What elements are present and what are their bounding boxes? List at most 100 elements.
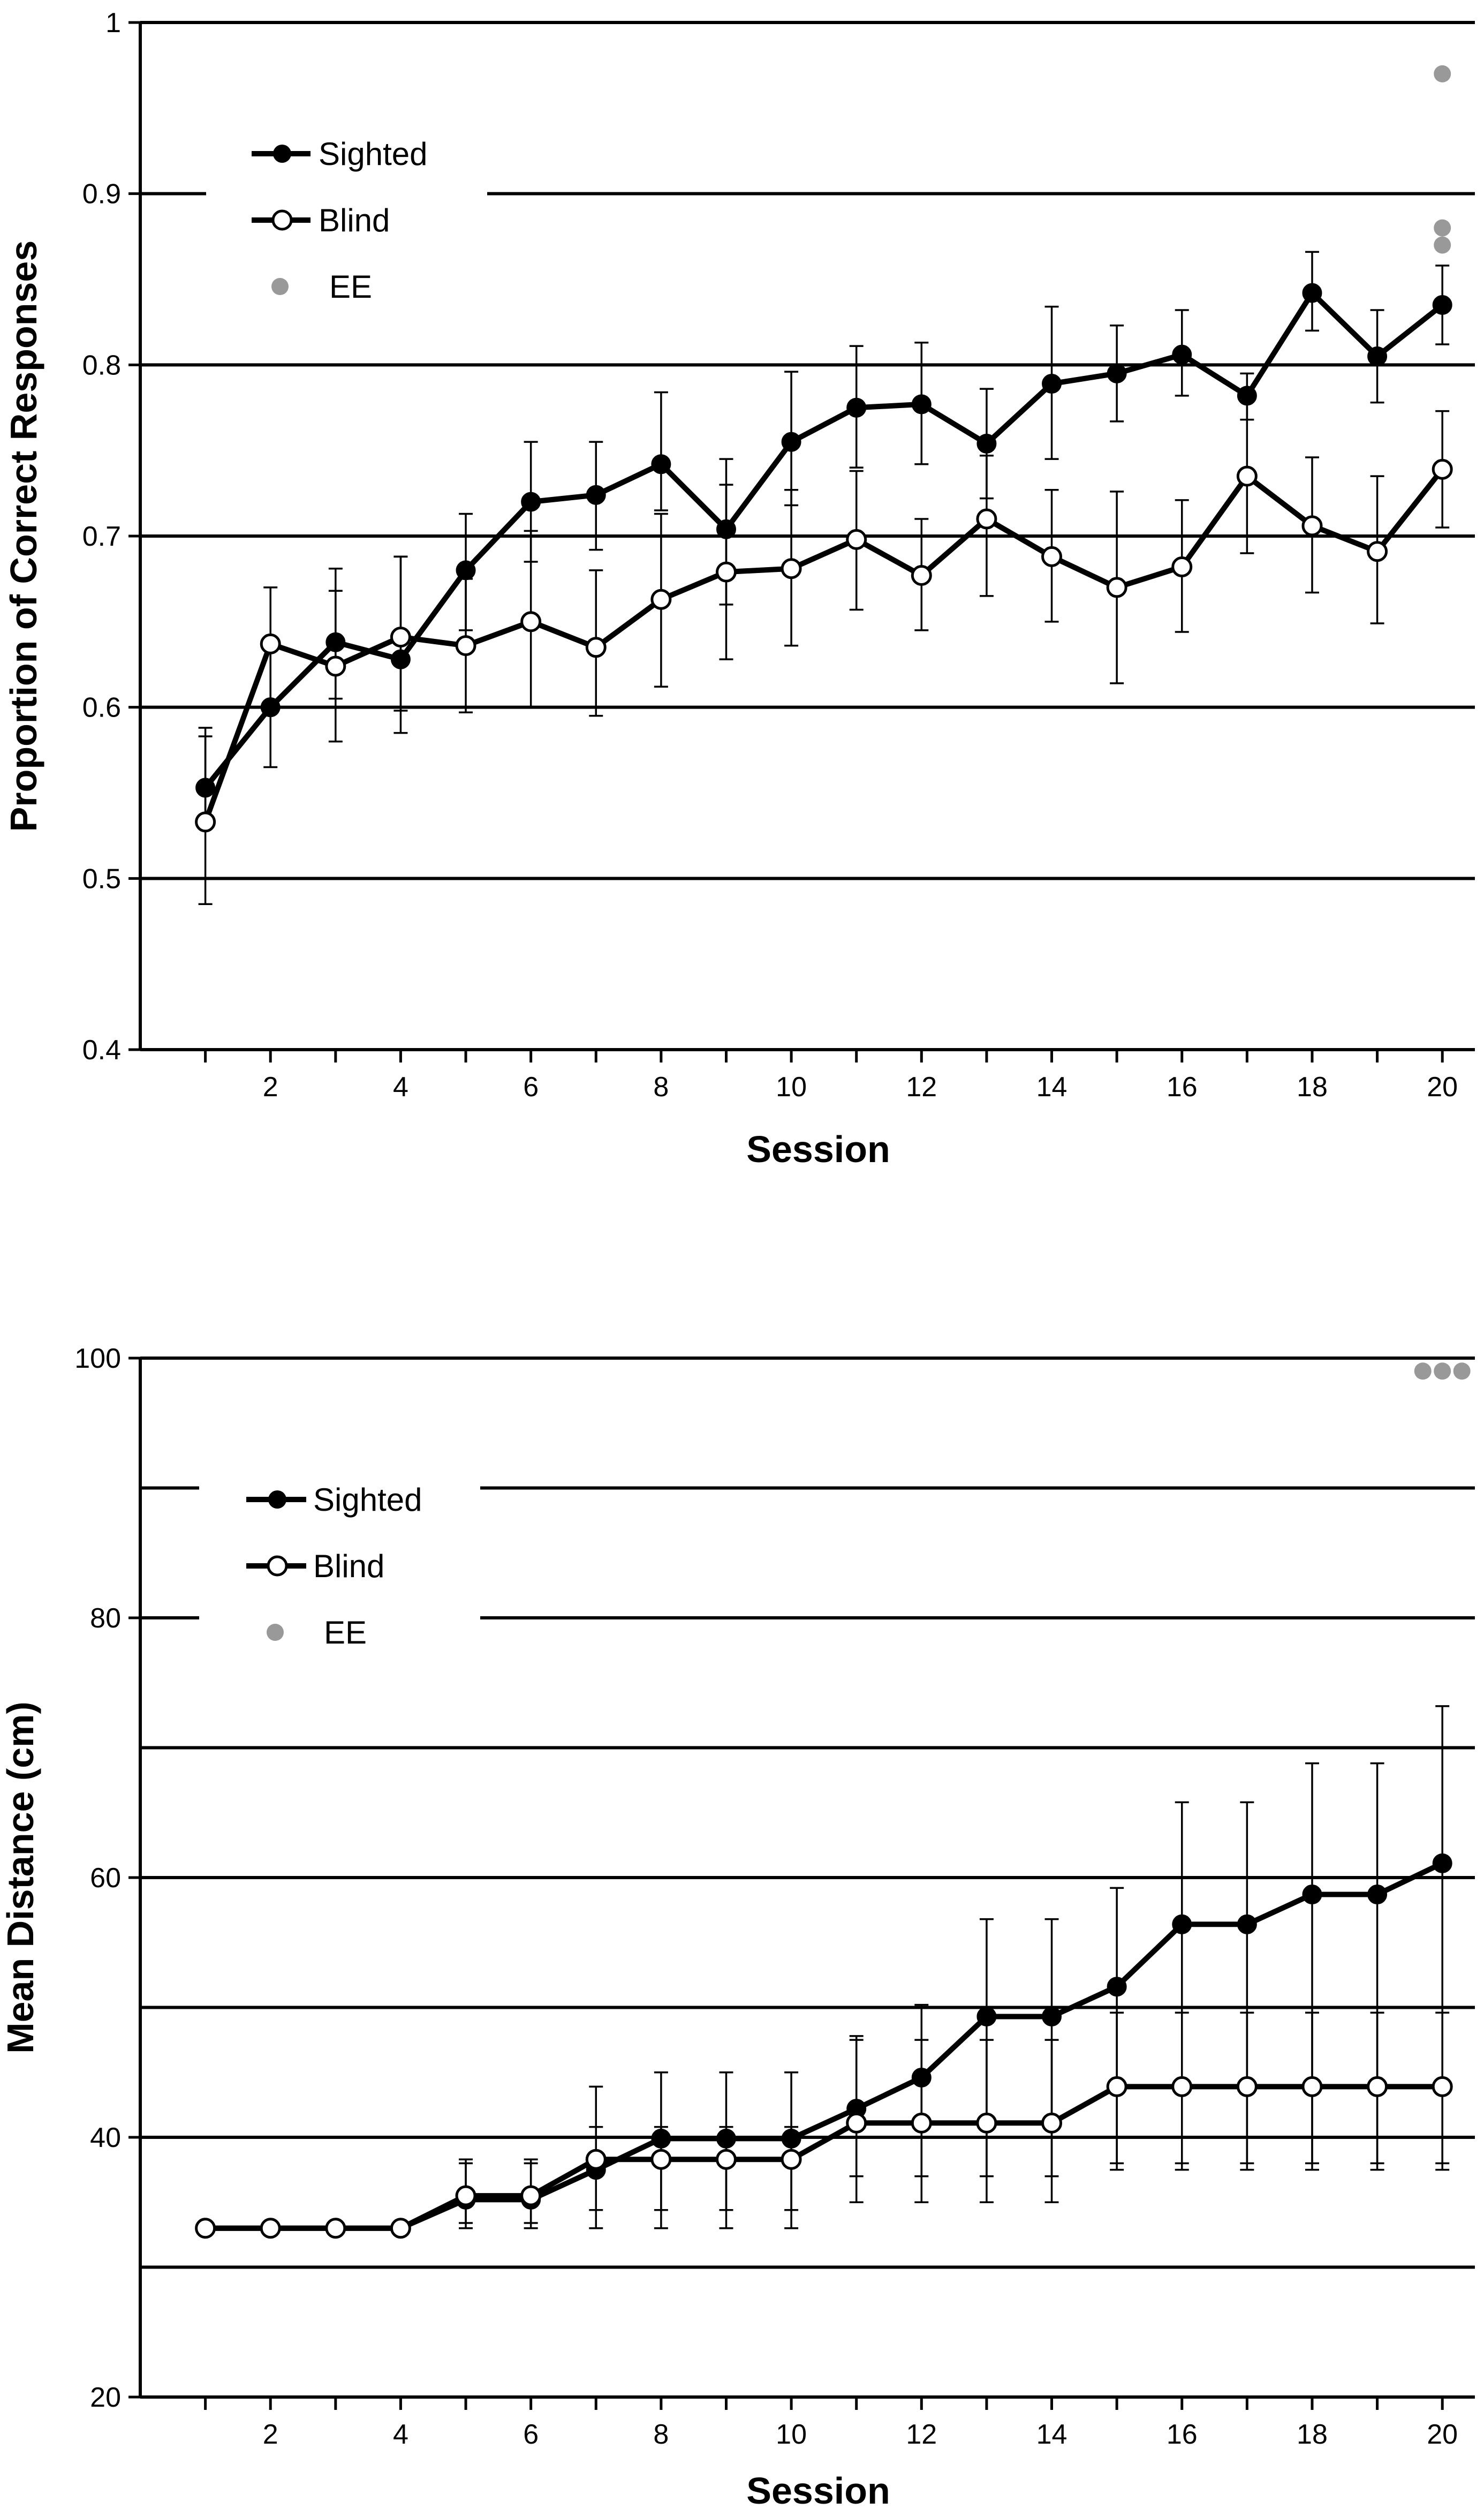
- x-tick-label: 20: [1427, 2419, 1458, 2450]
- data-point-blind: [1236, 2076, 1258, 2097]
- series-line-blind: [205, 2084, 1443, 2231]
- x-tick-label: 18: [1297, 2419, 1328, 2450]
- x-tick-label: 2: [263, 1072, 278, 1103]
- legend-label-sighted: Sighted: [319, 136, 428, 172]
- data-point-sighted: [586, 485, 606, 505]
- data-point-blind: [715, 2149, 737, 2170]
- data-point-blind: [1041, 546, 1063, 567]
- data-point-blind: [781, 2149, 802, 2170]
- data-point-blind: [325, 2218, 346, 2239]
- data-point-sighted: [1172, 1914, 1192, 1934]
- x-tick-label: 14: [1036, 2419, 1067, 2450]
- x-tick-label: 8: [653, 1072, 669, 1103]
- data-point-sighted: [456, 560, 476, 581]
- data-point-sighted: [976, 2006, 997, 2026]
- data-point-sighted: [781, 432, 801, 452]
- legend-marker-blind: [271, 209, 293, 231]
- y-tick-label: 0.7: [82, 521, 121, 552]
- data-point-blind: [585, 637, 607, 658]
- legend-marker-blind: [267, 1555, 288, 1577]
- legend-marker-sighted: [268, 1490, 286, 1509]
- data-point-sighted: [781, 2128, 801, 2149]
- legend-label-blind: Blind: [313, 1548, 384, 1584]
- data-point-sighted: [1367, 346, 1388, 366]
- data-point-blind: [1432, 458, 1453, 480]
- y-tick-label: 0.4: [82, 1035, 121, 1066]
- data-point-sighted: [846, 397, 867, 418]
- data-point-blind: [1041, 2112, 1063, 2134]
- x-tick-label: 18: [1297, 1072, 1328, 1103]
- data-point-sighted: [1432, 295, 1452, 315]
- data-point-sighted: [1432, 1853, 1452, 1873]
- data-point-blind: [846, 529, 867, 550]
- data-point-sighted: [325, 632, 346, 652]
- y-tick-label: 20: [90, 2382, 121, 2413]
- data-point-blind: [1106, 2076, 1127, 2097]
- data-point-sighted: [195, 778, 216, 798]
- y-axis-title: Proportion of Correct Responses: [3, 240, 44, 832]
- series-line-blind: [202, 468, 1445, 823]
- data-point-blind: [325, 655, 346, 677]
- x-tick-label: 14: [1036, 1072, 1067, 1103]
- legend-marker-ee: [267, 1624, 284, 1641]
- x-tick-label: 2: [263, 2419, 278, 2450]
- chart-panel-distance: 20 40 60 80 100 2 4 6 8 10 12 14 16 18 20 Session Mean D…: [0, 1343, 1475, 2512]
- data-point-sighted: [1107, 363, 1127, 383]
- data-point-blind: [976, 508, 997, 530]
- data-point-blind: [1301, 2076, 1323, 2097]
- data-point-blind: [455, 635, 476, 657]
- legend-label-ee: EE: [324, 1615, 367, 1651]
- data-point-blind: [911, 565, 932, 586]
- legend-label-blind: Blind: [319, 202, 390, 238]
- y-tick-label: 0.9: [82, 179, 121, 210]
- data-point-blind: [195, 2218, 216, 2239]
- x-tick-label: 4: [393, 2419, 408, 2450]
- data-point-sighted: [716, 2128, 736, 2149]
- legend-label-ee: EE: [329, 269, 372, 305]
- data-point-blind: [976, 2112, 997, 2134]
- x-axis-title: Session: [746, 2470, 890, 2512]
- data-point-blind: [390, 627, 411, 648]
- y-tick-label: 0.6: [82, 692, 121, 724]
- data-point-sighted: [976, 433, 997, 454]
- data-point-sighted: [260, 697, 281, 718]
- data-point-blind: [715, 561, 737, 583]
- y-tick-label: 0.8: [82, 350, 121, 381]
- x-tick-label: 4: [393, 1072, 408, 1103]
- data-point-blind: [1301, 515, 1323, 537]
- data-point-sighted: [1042, 373, 1062, 394]
- data-point-sighted: [1237, 1914, 1257, 1934]
- data-point-blind: [1236, 465, 1258, 487]
- data-point-sighted: [1302, 1885, 1322, 1905]
- data-point-sighted: [911, 2067, 932, 2088]
- data-point-blind: [650, 589, 672, 610]
- data-point-blind: [585, 2149, 607, 2170]
- data-point-blind: [520, 611, 542, 632]
- y-tick-label: 60: [90, 1863, 121, 1894]
- legend-background: [206, 187, 487, 200]
- data-point-sighted: [1237, 386, 1257, 406]
- data-point-ee: [1434, 1362, 1451, 1380]
- series-line-sighted: [203, 290, 1444, 790]
- x-tick-label: 8: [653, 2419, 669, 2450]
- data-point-ee: [1414, 1362, 1432, 1380]
- data-point-blind: [1432, 2076, 1453, 2097]
- data-point-blind: [781, 558, 802, 579]
- data-point-sighted: [716, 519, 736, 539]
- data-point-sighted: [651, 2128, 671, 2149]
- data-point-sighted: [390, 649, 411, 669]
- x-tick-label: 16: [1167, 2419, 1198, 2450]
- data-point-blind: [390, 2218, 411, 2239]
- legend-label-sighted: Sighted: [313, 1482, 422, 1518]
- data-point-ee: [1434, 236, 1451, 254]
- x-tick-label: 12: [906, 2419, 937, 2450]
- data-point-sighted: [1302, 283, 1322, 303]
- x-axis-title: Session: [746, 1128, 890, 1170]
- data-point-ee: [1434, 65, 1451, 82]
- x-tick-label: 20: [1427, 1072, 1458, 1103]
- x-tick-label: 10: [776, 1072, 807, 1103]
- data-point-sighted: [1367, 1885, 1388, 1905]
- data-point-blind: [650, 2149, 672, 2170]
- data-point-sighted: [651, 454, 671, 474]
